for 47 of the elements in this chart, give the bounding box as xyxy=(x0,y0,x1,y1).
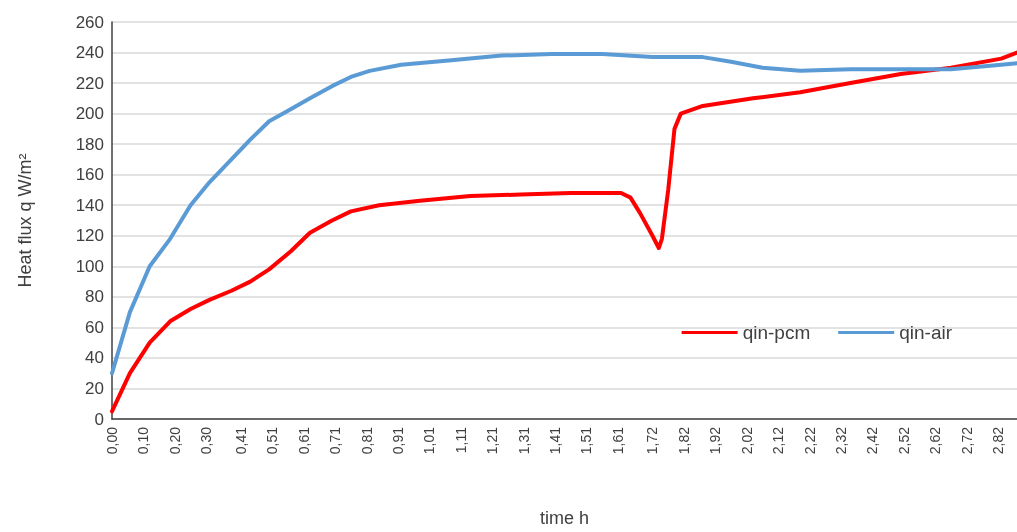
y-tick-label: 100 xyxy=(75,256,104,276)
x-tick-label: 1,82 xyxy=(675,426,692,455)
x-tick-label: 2,42 xyxy=(864,426,881,455)
x-tick-label: 0,20 xyxy=(166,426,183,455)
x-tick-label: 0,61 xyxy=(295,426,312,455)
x-tick-label: 0,30 xyxy=(198,426,215,455)
x-tick-label: 0,10 xyxy=(135,426,152,455)
y-tick-label: 120 xyxy=(75,226,104,246)
x-tick-label: 2,82 xyxy=(990,426,1007,455)
y-tick-label: 20 xyxy=(85,378,104,398)
x-tick-label: 0,71 xyxy=(327,426,344,455)
x-tick-label: 2,22 xyxy=(801,426,818,455)
legend-label: qin-pcm xyxy=(742,322,811,343)
x-tick-label: 1,61 xyxy=(609,426,626,455)
y-tick-label: 0 xyxy=(94,409,104,429)
x-axis-title: time h xyxy=(539,508,590,528)
x-tick-label: 2,02 xyxy=(738,426,755,455)
x-tick-label: 1,41 xyxy=(547,426,564,455)
y-tick-label: 160 xyxy=(75,165,104,185)
x-tick-label: 1,72 xyxy=(644,426,661,455)
y-tick-label: 80 xyxy=(85,287,104,307)
x-tick-label: 2,12 xyxy=(770,426,787,455)
legend-label: qin-air xyxy=(899,322,953,343)
x-tick-label: 2,32 xyxy=(833,426,850,455)
x-tick-label: 1,01 xyxy=(421,426,438,455)
y-tick-label: 60 xyxy=(85,317,104,337)
y-tick-label: 40 xyxy=(85,348,104,368)
y-tick-label: 180 xyxy=(75,134,104,154)
x-tick-label: 1,21 xyxy=(484,426,501,455)
y-axis-title: Heat flux q W/m² xyxy=(15,153,35,288)
y-tick-label: 140 xyxy=(75,195,104,215)
x-tick-label: 1,11 xyxy=(452,426,469,454)
x-tick-label: 0,00 xyxy=(104,426,120,455)
x-tick-label: 1,92 xyxy=(707,426,724,455)
x-tick-label: 0,91 xyxy=(389,426,406,455)
x-tick-label: 1,31 xyxy=(515,426,532,455)
x-tick-label: 2,72 xyxy=(958,426,975,455)
x-tick-label: 0,51 xyxy=(264,426,281,455)
x-tick-label: 2,52 xyxy=(895,426,912,455)
y-tick-label: 240 xyxy=(75,43,104,63)
x-tick-label: 2,62 xyxy=(927,426,944,455)
y-tick-label: 220 xyxy=(75,73,104,93)
y-tick-label: 260 xyxy=(75,12,104,32)
x-tick-label: 1,51 xyxy=(578,426,595,455)
y-tick-label: 200 xyxy=(75,104,104,124)
x-tick-label: 0,41 xyxy=(232,426,249,455)
x-tick-label: 0,81 xyxy=(358,426,375,455)
